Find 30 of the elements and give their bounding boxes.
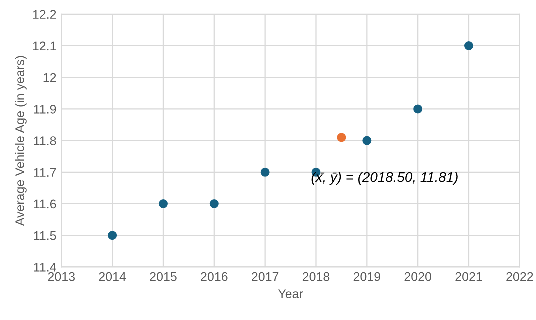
y-tick-label: 12 xyxy=(44,73,56,82)
x-tick-label: 2018 xyxy=(302,272,330,282)
x-tick-label: 2014 xyxy=(99,272,126,282)
point xyxy=(260,168,270,177)
y-tick-label: 11.4 xyxy=(34,263,56,272)
y-axis-title: Average Vehicle Age (in years) xyxy=(15,56,27,226)
point xyxy=(337,133,346,142)
x-tick-label: 2013 xyxy=(48,272,75,282)
point xyxy=(158,200,168,208)
x-tick-label: 2020 xyxy=(404,272,432,282)
y-tick-label: 12.2 xyxy=(33,10,56,19)
point xyxy=(210,200,219,208)
y-tick-label: 11.7 xyxy=(34,168,56,177)
y-tick-label: 11.6 xyxy=(34,200,56,209)
x-tick-label: 2017 xyxy=(252,272,279,282)
x-tick-label: 2015 xyxy=(150,272,177,282)
x-axis-title: Year xyxy=(278,290,304,298)
point xyxy=(464,42,474,50)
point xyxy=(414,104,423,114)
annotation: (x̄, ȳ) = (2018.50, 11.81) xyxy=(312,172,458,185)
x-tick-label: 2022 xyxy=(506,272,534,282)
y-tick-label: 11.5 xyxy=(34,232,56,240)
point xyxy=(362,136,372,146)
y-tick-label: 11.8 xyxy=(34,136,56,146)
x-tick-label: 2016 xyxy=(201,272,228,282)
y-tick-label: 12.1 xyxy=(33,42,56,51)
y-tick-label: 11.9 xyxy=(34,105,56,114)
x-tick-label: 2021 xyxy=(456,272,482,282)
point xyxy=(108,231,118,240)
x-tick-label: 2019 xyxy=(354,272,380,282)
